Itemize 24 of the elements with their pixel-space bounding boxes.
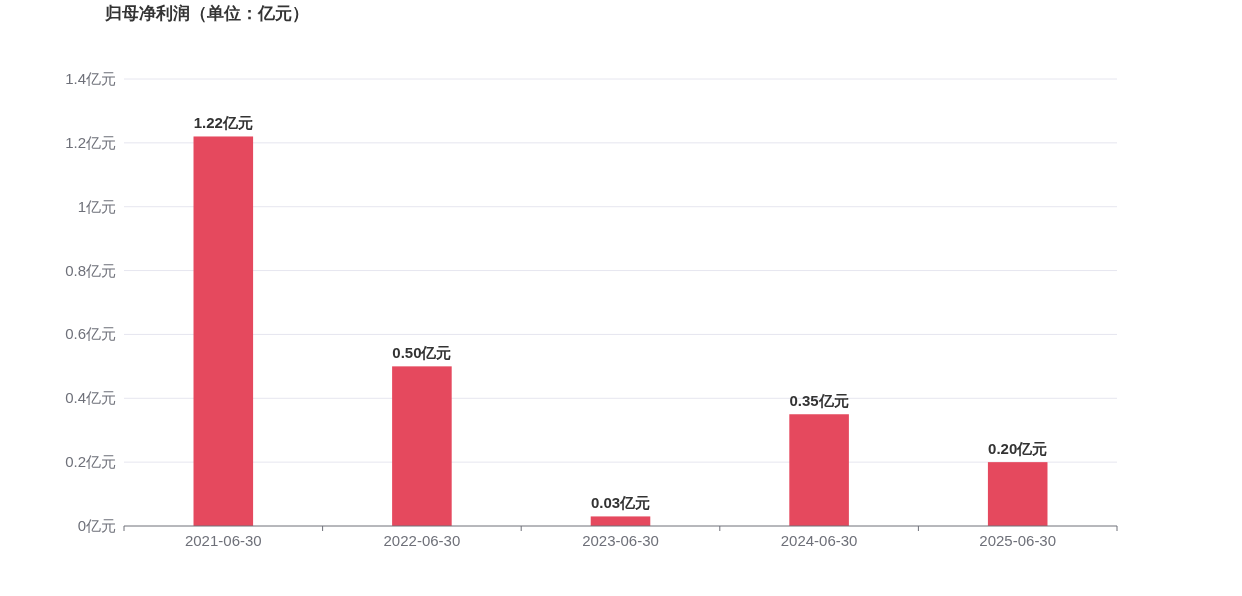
data-label: 0.50亿元 [392,344,452,362]
y-tick-label: 0.4亿元 [65,389,116,407]
x-tick-label: 2021-06-30 [184,532,262,549]
y-tick-label: 0.6亿元 [65,325,116,343]
data-label: 0.03亿元 [590,494,651,512]
x-tick-label: 2024-06-30 [780,532,858,549]
bar [392,366,452,526]
data-label: 1.22亿元 [193,114,253,132]
y-tick-label: 0.8亿元 [65,261,116,279]
bar [590,516,651,526]
x-tick-label: 2022-06-30 [383,532,461,549]
x-tick-label: 2023-06-30 [582,532,659,549]
data-label: 0.20亿元 [988,440,1048,458]
bar [987,462,1048,526]
y-tick-label: 0亿元 [77,517,116,534]
bar [789,414,849,526]
data-label: 0.35亿元 [789,392,849,410]
y-tick-label: 1.2亿元 [65,133,116,151]
x-tick-label: 2025-06-30 [979,532,1057,549]
y-tick-label: 1.4亿元 [65,70,116,87]
y-tick-label: 1亿元 [77,197,116,215]
bar [193,136,254,526]
y-tick-label: 0.2亿元 [65,453,116,471]
chart-title: 归母净利润（单位：亿元） [104,4,309,23]
